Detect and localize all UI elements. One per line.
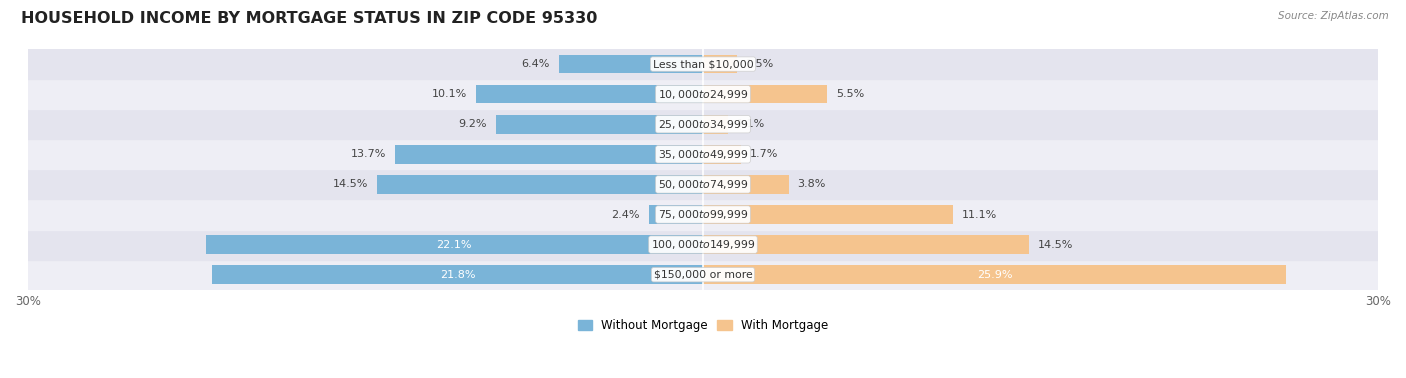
Text: $75,000 to $99,999: $75,000 to $99,999 (658, 208, 748, 221)
Bar (560, 55, 703, 73)
Bar (703, 175, 789, 194)
Text: 3.8%: 3.8% (797, 180, 825, 189)
Text: $25,000 to $34,999: $25,000 to $34,999 (658, 118, 748, 131)
Bar (212, 265, 703, 284)
Text: 1.5%: 1.5% (745, 59, 775, 69)
Bar (28, 49, 1378, 79)
Bar (496, 115, 703, 133)
Text: Less than $10,000: Less than $10,000 (652, 59, 754, 69)
Text: 1.7%: 1.7% (751, 149, 779, 160)
Text: 14.5%: 14.5% (1038, 240, 1074, 249)
Text: 10.1%: 10.1% (432, 89, 467, 99)
Text: 2.4%: 2.4% (612, 209, 640, 220)
Text: Source: ZipAtlas.com: Source: ZipAtlas.com (1278, 11, 1389, 21)
Bar (377, 175, 703, 194)
Text: 13.7%: 13.7% (350, 149, 385, 160)
Text: 22.1%: 22.1% (437, 240, 472, 249)
Text: 5.5%: 5.5% (835, 89, 865, 99)
Text: $100,000 to $149,999: $100,000 to $149,999 (651, 238, 755, 251)
Bar (703, 205, 953, 224)
Bar (28, 200, 1378, 229)
Bar (703, 85, 827, 104)
Text: 11.1%: 11.1% (962, 209, 997, 220)
Text: 21.8%: 21.8% (440, 270, 475, 280)
Text: HOUSEHOLD INCOME BY MORTGAGE STATUS IN ZIP CODE 95330: HOUSEHOLD INCOME BY MORTGAGE STATUS IN Z… (21, 11, 598, 26)
Text: $10,000 to $24,999: $10,000 to $24,999 (658, 88, 748, 101)
Text: $150,000 or more: $150,000 or more (654, 270, 752, 280)
Bar (28, 169, 1378, 200)
Bar (28, 109, 1378, 139)
Bar (703, 55, 737, 73)
Bar (703, 115, 728, 133)
Text: 1.1%: 1.1% (737, 119, 765, 129)
Text: 14.5%: 14.5% (332, 180, 368, 189)
Bar (28, 139, 1378, 169)
Bar (28, 260, 1378, 290)
Bar (205, 235, 703, 254)
Text: 6.4%: 6.4% (522, 59, 550, 69)
Text: 9.2%: 9.2% (458, 119, 486, 129)
Text: $35,000 to $49,999: $35,000 to $49,999 (658, 148, 748, 161)
Text: 25.9%: 25.9% (977, 270, 1012, 280)
Bar (650, 205, 703, 224)
Bar (703, 265, 1286, 284)
Bar (28, 79, 1378, 109)
Text: $50,000 to $74,999: $50,000 to $74,999 (658, 178, 748, 191)
Bar (703, 145, 741, 164)
Bar (395, 145, 703, 164)
Bar (28, 229, 1378, 260)
Bar (475, 85, 703, 104)
Bar (703, 235, 1029, 254)
Legend: Without Mortgage, With Mortgage: Without Mortgage, With Mortgage (574, 314, 832, 337)
